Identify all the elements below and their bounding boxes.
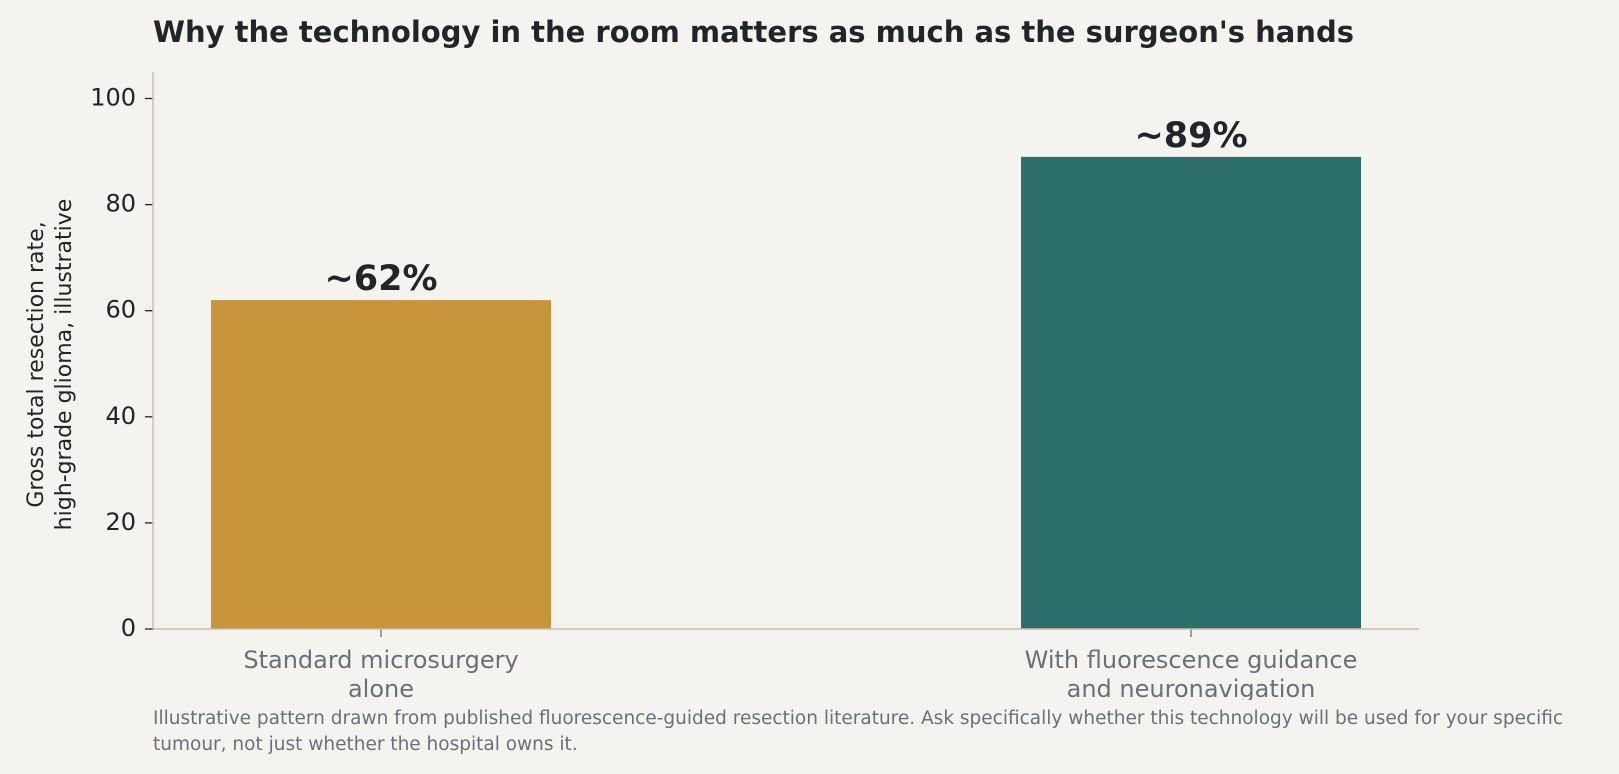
x-category-label: With fluorescence guidance and neuronavig… <box>1025 646 1358 700</box>
bar <box>1021 156 1361 629</box>
y-tick-label: 40 <box>105 402 136 430</box>
data-labels: ~62% ~89% <box>324 116 1247 299</box>
y-axis-label-line: high-grade glioma, illustrative <box>52 199 77 531</box>
bar-value-label: ~89% <box>1134 116 1247 156</box>
x-axis-ticks: Standard microsurgery alone With fluoresce… <box>243 629 1357 700</box>
chart-title: Why the technology in the room matters a… <box>153 15 1354 49</box>
y-tick-label: 20 <box>105 508 136 536</box>
x-category-label: Standard microsurgery alone <box>243 646 518 700</box>
y-axis-ticks: 0 20 40 60 80 100 <box>90 84 153 642</box>
y-tick-label: 60 <box>105 296 136 324</box>
y-tick-label: 80 <box>105 190 136 218</box>
y-tick-label: 100 <box>90 84 136 112</box>
y-tick-label: 0 <box>121 614 136 642</box>
bar-value-label: ~62% <box>324 259 437 299</box>
y-axis-label-line: Gross total resection rate, <box>24 221 49 507</box>
chart-footnote: Illustrative pattern drawn from publishe… <box>153 708 1564 755</box>
bar-chart: Why the technology in the room matters a… <box>24 15 1419 700</box>
y-axis-label: Gross total resection rate, high-grade gl… <box>24 199 77 531</box>
bars <box>211 156 1361 629</box>
bar <box>211 300 551 629</box>
